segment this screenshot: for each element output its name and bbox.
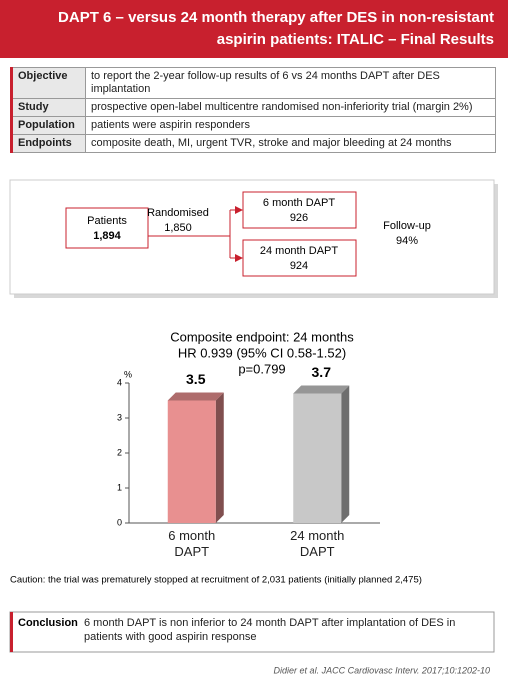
- node-box: [242, 239, 357, 277]
- header: DAPT 6 – versus 24 month therapy after D…: [0, 0, 508, 58]
- x-tick-label: 24 month DAPT: [290, 528, 345, 559]
- y-tick-label: 1: [117, 482, 122, 492]
- header-title: aspirin patients: ITALIC – Final Results: [216, 31, 494, 48]
- bar: [167, 400, 216, 523]
- node-value: 924: [290, 260, 308, 272]
- row-label: Endpoints: [11, 134, 86, 153]
- conclusion-accent: [10, 612, 13, 652]
- connector: [148, 210, 231, 258]
- conclusion-text: 6 month DAPT is non inferior to 24 month…: [84, 617, 456, 643]
- info-table: Objective to report the 2-year follow-up …: [10, 67, 496, 153]
- y-tick-label: 2: [117, 447, 122, 457]
- y-tick-label: 0: [117, 517, 122, 527]
- bar: [293, 393, 342, 523]
- caution: Caution: the trial was prematurely stopp…: [10, 575, 422, 586]
- node-label: 24 month DAPT: [260, 245, 339, 257]
- node-label: Patients: [87, 215, 127, 227]
- row-label: Objective: [11, 67, 86, 99]
- y-tick-label: 4: [117, 377, 122, 387]
- node-value: 1,894: [93, 230, 121, 242]
- node-label: Randomised: [147, 207, 209, 219]
- value-label: 3.7: [312, 364, 332, 380]
- y-tick-label: 3: [117, 412, 122, 422]
- row-label: Population: [11, 116, 86, 135]
- node-label: Follow-up: [383, 220, 431, 232]
- chart-title: p=0.799: [238, 361, 285, 376]
- row-label: Study: [11, 98, 86, 117]
- y-axis-label: %: [124, 369, 132, 379]
- row-text: patients were aspirin responders: [85, 116, 496, 135]
- node-box: [65, 207, 149, 249]
- bar-side: [215, 392, 224, 523]
- bar-top: [293, 385, 350, 394]
- node-box: [242, 191, 357, 229]
- node-value: 926: [290, 212, 308, 224]
- node-value: 94%: [396, 235, 418, 247]
- row-text: composite death, MI, urgent TVR, stroke …: [85, 134, 496, 153]
- chart-title: Composite endpoint: 24 months: [170, 329, 354, 344]
- header-title: DAPT 6 – versus 24 month therapy after D…: [58, 9, 494, 26]
- conclusion-label: Conclusion: [18, 617, 78, 629]
- bar-top: [167, 392, 224, 401]
- node-value: 1,850: [164, 222, 192, 234]
- x-tick-label: 6 month DAPT: [168, 528, 216, 559]
- chart-title: HR 0.939 (95% CI 0.58-1.52): [178, 345, 346, 360]
- bar-side: [341, 385, 350, 523]
- value-label: 3.5: [186, 371, 206, 387]
- node-label: 6 month DAPT: [263, 197, 335, 209]
- citation: Didier et al. JACC Cardiovasc Interv. 20…: [274, 665, 490, 675]
